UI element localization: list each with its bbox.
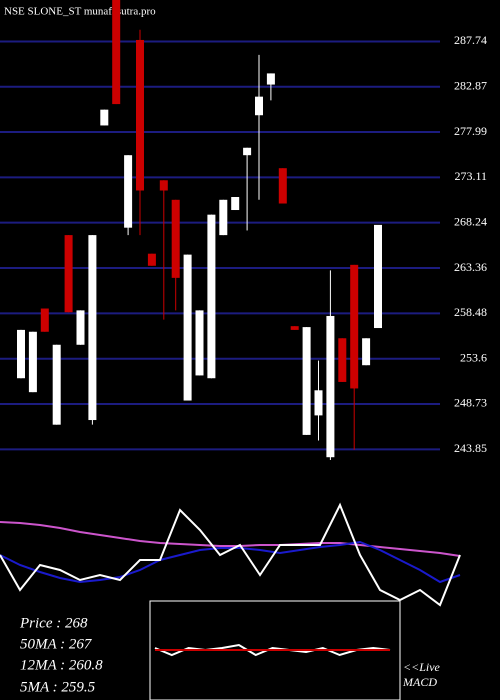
indicator-line (0, 502, 461, 607)
stat-12ma: 12MA : 260.8 (20, 657, 103, 673)
candle-body (40, 308, 49, 332)
candle-body (88, 235, 97, 421)
y-tick-label: 273.11 (454, 169, 487, 183)
candle-body (362, 338, 371, 366)
chart-title: NSE SLONE_ST munafasutra.pro (4, 6, 156, 18)
y-tick-label: 282.87 (454, 78, 487, 92)
candle-body (52, 344, 61, 425)
stat-price: Price : 268 (19, 615, 88, 631)
stat-50ma: 50MA : 267 (20, 636, 93, 652)
candle-body (183, 254, 192, 401)
candle-body (290, 326, 299, 330)
candle-body (124, 155, 133, 228)
candle-body (338, 338, 347, 382)
candle-body (266, 73, 275, 85)
candle-body (76, 310, 85, 345)
y-tick-label: 253.6 (460, 350, 487, 364)
candle-body (100, 109, 109, 126)
candle-body (136, 39, 144, 191)
y-tick-label: 243.85 (454, 441, 487, 455)
candle-body (28, 331, 37, 393)
y-tick-label: 287.74 (454, 33, 487, 47)
stat-5ma: 5MA : 259.5 (20, 679, 96, 695)
indicator-line (0, 540, 461, 584)
indicator-line (154, 643, 391, 657)
y-tick-label: 258.48 (454, 305, 487, 319)
candle-body (326, 315, 335, 458)
macd-box (149, 600, 401, 700)
candle-body (17, 329, 25, 379)
candle-body (147, 253, 156, 266)
indicator-line (0, 521, 461, 557)
candle-body (314, 390, 323, 416)
candle-body (207, 214, 216, 379)
y-tick-label: 277.99 (454, 124, 487, 138)
candle-body (112, 0, 121, 105)
candle-body (171, 199, 180, 278)
candle-body (243, 147, 252, 156)
candle-body (159, 180, 168, 191)
candle-body (350, 264, 359, 389)
candle-body (374, 224, 382, 329)
candle-body (195, 310, 204, 376)
y-tick-label: 263.36 (454, 260, 487, 274)
candle-body (219, 199, 228, 236)
candle-body (231, 197, 240, 211)
macd-label: <<Live (403, 660, 441, 674)
candle-body (255, 96, 263, 116)
candle-body (302, 327, 311, 435)
macd-label: MACD (402, 675, 437, 689)
candle-body (278, 168, 287, 204)
candle-body (64, 235, 73, 313)
y-tick-label: 248.73 (454, 396, 487, 410)
y-tick-label: 268.24 (454, 214, 487, 228)
